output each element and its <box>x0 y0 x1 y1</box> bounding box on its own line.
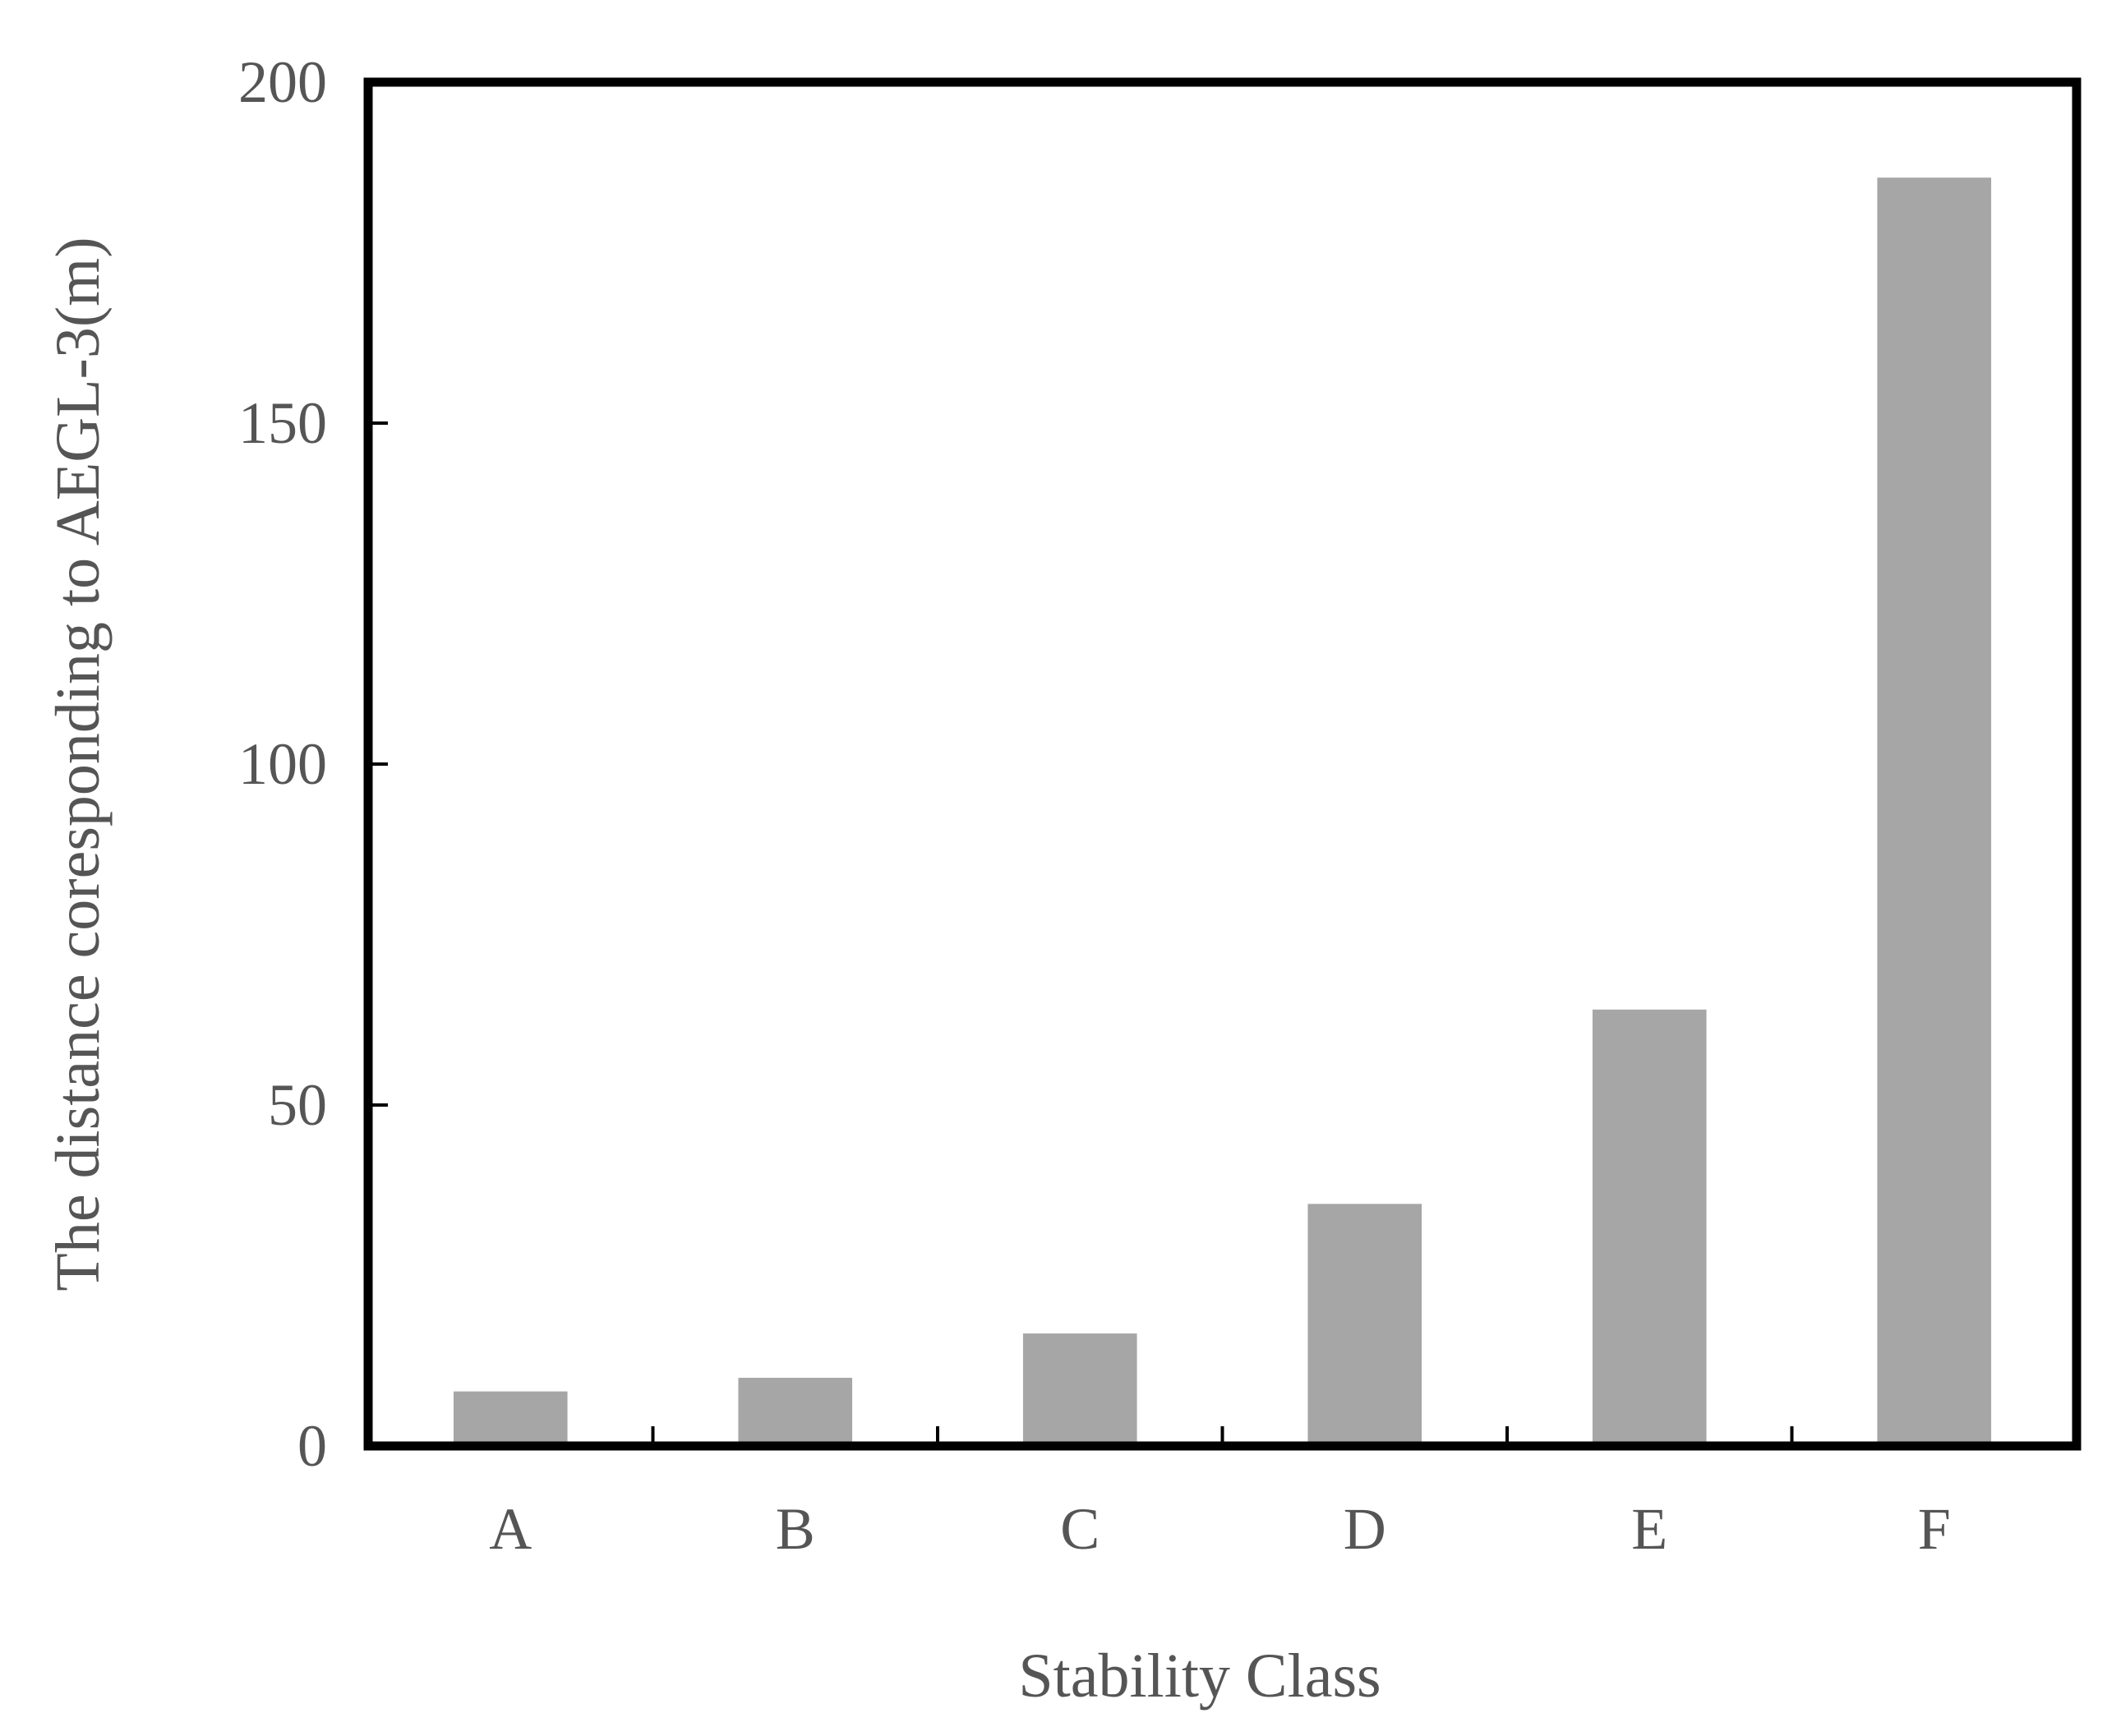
x-tick-label-e: E <box>1631 1496 1667 1562</box>
x-tick-label-c: C <box>1060 1496 1100 1562</box>
bar-f <box>1877 177 1992 1447</box>
x-tick-label-d: D <box>1344 1496 1386 1562</box>
y-tick-label-100: 100 <box>238 731 327 797</box>
y-axis-title: The distance coresponding to AEGL-3(m) <box>44 237 113 1291</box>
x-axis-title: Stability Class <box>1018 1642 1381 1711</box>
y-tick-label-200: 200 <box>238 49 327 115</box>
plot-frame <box>363 77 2082 1451</box>
bar-d <box>1307 1204 1422 1446</box>
x-tick-label-b: B <box>776 1496 815 1562</box>
bar-c <box>1022 1333 1137 1446</box>
x-tick-label-a: A <box>489 1496 532 1562</box>
y-tick-label-0: 0 <box>297 1413 327 1479</box>
bar-a <box>453 1391 568 1446</box>
tick-labels-group: A B C D E F 0 50 100 150 200 <box>238 49 1951 1562</box>
bars-group <box>453 177 1992 1447</box>
bar-e <box>1592 1009 1707 1446</box>
y-tick-label-150: 150 <box>238 390 327 456</box>
y-tick-label-50: 50 <box>268 1072 327 1138</box>
bar-b <box>738 1378 853 1446</box>
x-tick-label-f: F <box>1918 1496 1951 1562</box>
ticks-group <box>368 81 1794 1448</box>
